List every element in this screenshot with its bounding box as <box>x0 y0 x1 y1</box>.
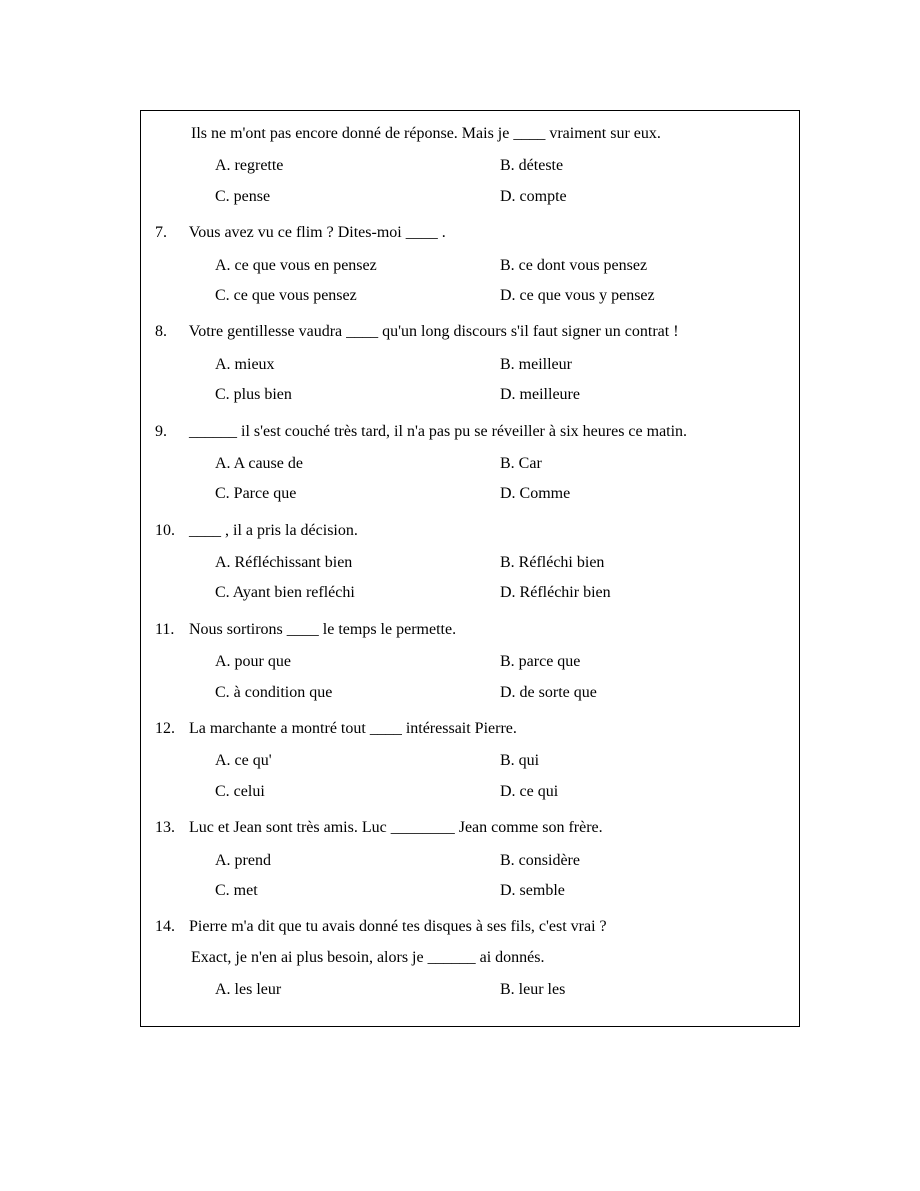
q8-option-d: D. meilleure <box>500 380 785 410</box>
q10-option-b: B. Réfléchi bien <box>500 548 785 578</box>
q10-option-c: C. Ayant bien refléchi <box>215 578 500 608</box>
q14-option-b: B. leur les <box>500 975 785 1005</box>
q14-prompt1: Pierre m'a dit que tu avais donné tes di… <box>189 918 607 935</box>
q6-prompt: Ils ne m'ont pas encore donné de réponse… <box>191 119 785 149</box>
q8-option-a: A. mieux <box>215 350 500 380</box>
q12-option-a: A. ce qu' <box>215 746 500 776</box>
q8-number: 8. <box>155 317 185 347</box>
q11-prompt: Nous sortirons ____ le temps le permette… <box>189 621 456 638</box>
q13-option-d: D. semble <box>500 876 785 906</box>
q7-prompt-row: 7. Vous avez vu ce flim ? Dites-moi ____… <box>155 218 785 248</box>
q7-number: 7. <box>155 218 185 248</box>
q14-prompt-row: 14. Pierre m'a dit que tu avais donné te… <box>155 912 785 942</box>
q13-prompt-row: 13. Luc et Jean sont très amis. Luc ____… <box>155 813 785 843</box>
q6-option-d: D. compte <box>500 182 785 212</box>
q14-number: 14. <box>155 912 185 942</box>
q8-option-b: B. meilleur <box>500 350 785 380</box>
q7-option-b: B. ce dont vous pensez <box>500 251 785 281</box>
q11-options: A. pour que B. parce que C. à condition … <box>215 647 785 708</box>
q13-option-c: C. met <box>215 876 500 906</box>
q7-prompt: Vous avez vu ce flim ? Dites-moi ____ . <box>189 224 446 241</box>
q11-number: 11. <box>155 615 185 645</box>
q6-option-c: C. pense <box>215 182 500 212</box>
q9-number: 9. <box>155 417 185 447</box>
q7-options: A. ce que vous en pensez B. ce dont vous… <box>215 251 785 312</box>
question-box: Ils ne m'ont pas encore donné de réponse… <box>140 110 800 1027</box>
q8-option-c: C. plus bien <box>215 380 500 410</box>
q10-number: 10. <box>155 516 185 546</box>
q9-option-d: D. Comme <box>500 479 785 509</box>
q9-option-a: A. A cause de <box>215 449 500 479</box>
q10-option-a: A. Réfléchissant bien <box>215 548 500 578</box>
q13-option-a: A. prend <box>215 846 500 876</box>
q11-option-c: C. à condition que <box>215 678 500 708</box>
q9-option-c: C. Parce que <box>215 479 500 509</box>
q12-option-d: D. ce qui <box>500 777 785 807</box>
q10-option-d: D. Réfléchir bien <box>500 578 785 608</box>
q10-options: A. Réfléchissant bien B. Réfléchi bien C… <box>215 548 785 609</box>
q6-options: A. regrette B. déteste C. pense D. compt… <box>215 151 785 212</box>
q12-prompt-row: 12. La marchante a montré tout ____ inté… <box>155 714 785 744</box>
q12-option-b: B. qui <box>500 746 785 776</box>
q8-options: A. mieux B. meilleur C. plus bien D. mei… <box>215 350 785 411</box>
q9-prompt-row: 9. ______ il s'est couché très tard, il … <box>155 417 785 447</box>
q6-option-b: B. déteste <box>500 151 785 181</box>
q11-option-b: B. parce que <box>500 647 785 677</box>
q9-options: A. A cause de B. Car C. Parce que D. Com… <box>215 449 785 510</box>
q11-option-d: D. de sorte que <box>500 678 785 708</box>
q10-prompt-row: 10. ____ , il a pris la décision. <box>155 516 785 546</box>
q14-options: A. les leur B. leur les <box>215 975 785 1005</box>
q11-prompt-row: 11. Nous sortirons ____ le temps le perm… <box>155 615 785 645</box>
q10-prompt: ____ , il a pris la décision. <box>189 522 358 539</box>
q9-prompt: ______ il s'est couché très tard, il n'a… <box>189 423 687 440</box>
q12-option-c: C. celui <box>215 777 500 807</box>
q8-prompt: Votre gentillesse vaudra ____ qu'un long… <box>189 323 679 340</box>
q13-prompt: Luc et Jean sont très amis. Luc ________… <box>189 819 603 836</box>
q14-prompt2: Exact, je n'en ai plus besoin, alors je … <box>191 943 785 973</box>
q12-options: A. ce qu' B. qui C. celui D. ce qui <box>215 746 785 807</box>
q7-option-d: D. ce que vous y pensez <box>500 281 785 311</box>
q6-option-a: A. regrette <box>215 151 500 181</box>
q13-options: A. prend B. considère C. met D. semble <box>215 846 785 907</box>
q7-option-a: A. ce que vous en pensez <box>215 251 500 281</box>
q12-prompt: La marchante a montré tout ____ intéress… <box>189 720 517 737</box>
q13-option-b: B. considère <box>500 846 785 876</box>
q9-option-b: B. Car <box>500 449 785 479</box>
q11-option-a: A. pour que <box>215 647 500 677</box>
q14-option-a: A. les leur <box>215 975 500 1005</box>
q7-option-c: C. ce que vous pensez <box>215 281 500 311</box>
q13-number: 13. <box>155 813 185 843</box>
q8-prompt-row: 8. Votre gentillesse vaudra ____ qu'un l… <box>155 317 785 347</box>
q12-number: 12. <box>155 714 185 744</box>
